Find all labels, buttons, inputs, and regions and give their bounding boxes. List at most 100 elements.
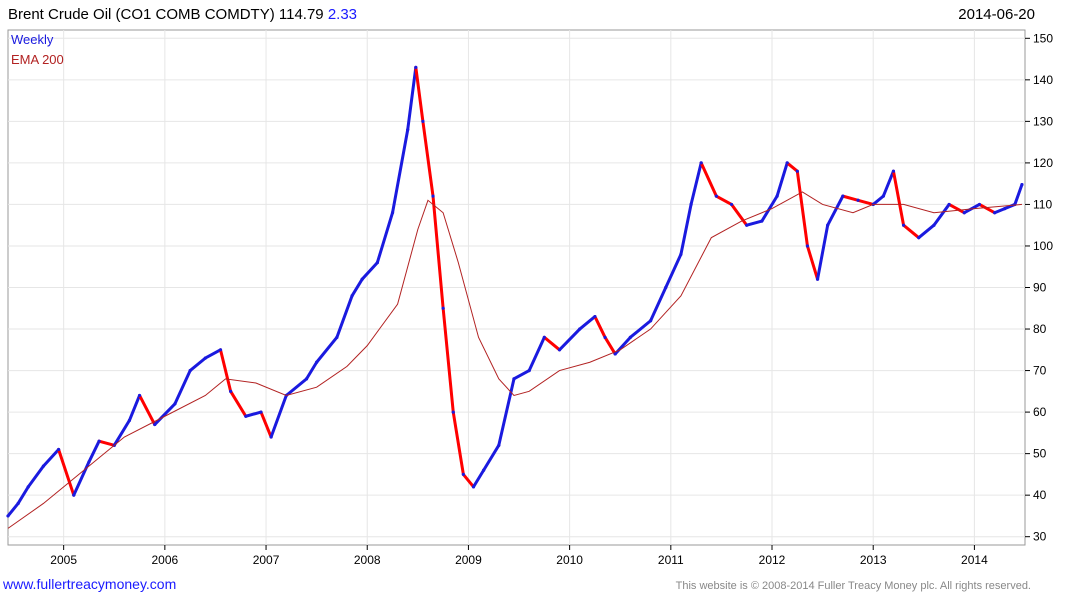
price-point xyxy=(335,335,339,339)
price-point xyxy=(350,294,354,298)
price-point xyxy=(841,194,845,198)
price-point xyxy=(689,202,693,207)
price-segment xyxy=(87,439,101,464)
price-segment xyxy=(350,277,364,298)
price-point xyxy=(315,360,319,364)
price-segment xyxy=(41,447,61,468)
price-point xyxy=(137,393,142,398)
price-segment xyxy=(527,335,546,373)
price-change: 2.33 xyxy=(327,6,358,23)
y-tick-label: 80 xyxy=(1033,322,1047,336)
site-link[interactable]: www.fullertreacymoney.com xyxy=(3,576,177,592)
price-segment xyxy=(431,194,445,310)
y-tick-label: 60 xyxy=(1033,405,1047,419)
price-segment xyxy=(461,472,475,489)
price-point xyxy=(891,169,896,173)
price-segment xyxy=(542,335,562,352)
price-point xyxy=(441,306,445,310)
price-point xyxy=(932,223,936,227)
price-point xyxy=(203,356,207,360)
price-point xyxy=(745,223,749,227)
price-segment xyxy=(482,443,501,472)
price-point xyxy=(993,211,997,215)
price-point xyxy=(785,161,789,165)
price-point xyxy=(578,327,582,331)
price-point xyxy=(729,202,734,207)
price-point xyxy=(414,65,418,69)
price-segment xyxy=(6,501,20,518)
price-point xyxy=(542,335,546,339)
price-segment xyxy=(745,219,764,227)
y-tick-label: 140 xyxy=(1033,73,1053,87)
price-point xyxy=(244,414,248,418)
price-segment xyxy=(826,194,845,227)
price-point xyxy=(805,244,810,248)
price-segment xyxy=(72,460,91,497)
price-segment xyxy=(649,286,668,323)
price-segment xyxy=(593,315,607,339)
price-segment xyxy=(578,315,597,331)
price-point xyxy=(497,443,501,447)
y-tick-label: 50 xyxy=(1033,447,1047,461)
price-segment xyxy=(679,202,693,256)
price-segment xyxy=(173,369,192,406)
x-tick-label: 2007 xyxy=(253,553,280,567)
price-point xyxy=(304,377,309,381)
price-point xyxy=(451,410,455,414)
price-point xyxy=(97,439,101,443)
x-tick-label: 2005 xyxy=(50,553,77,567)
price-point xyxy=(527,368,531,373)
price-segment xyxy=(138,393,157,427)
price-segment xyxy=(26,464,45,489)
price-point xyxy=(679,252,683,256)
price-point xyxy=(826,223,830,227)
copyright-notice: This website is © 2008-2014 Fuller Treac… xyxy=(675,580,1031,592)
price-point xyxy=(856,198,860,202)
price-point xyxy=(795,169,799,173)
price-point xyxy=(714,194,718,198)
price-point xyxy=(72,493,76,497)
y-tick-label: 130 xyxy=(1033,114,1053,128)
price-segment xyxy=(947,202,966,215)
price-segment xyxy=(315,335,339,364)
price-segment xyxy=(891,169,906,227)
price-point xyxy=(269,435,273,439)
price-segment xyxy=(689,161,703,206)
price-point xyxy=(901,223,906,227)
price-point xyxy=(259,410,263,414)
price-point xyxy=(947,202,951,207)
legend-ema: EMA 200 xyxy=(11,52,64,67)
price-segment xyxy=(360,261,379,281)
price-point xyxy=(360,277,364,281)
y-tick-label: 30 xyxy=(1033,530,1047,544)
price-point xyxy=(229,389,233,393)
price-segment xyxy=(785,161,799,173)
price-segment xyxy=(881,169,895,198)
price-point xyxy=(1020,182,1024,187)
price-point xyxy=(593,314,597,319)
price-segment xyxy=(871,194,885,206)
price-segment xyxy=(795,169,809,248)
price-segment xyxy=(1013,183,1024,206)
price-point xyxy=(471,485,476,489)
price-segment xyxy=(993,207,1007,215)
price-segment xyxy=(775,161,789,198)
price-segment xyxy=(628,319,653,339)
price-point xyxy=(153,422,157,427)
price-segment xyxy=(269,393,288,439)
price-segment xyxy=(112,418,131,447)
price-segment xyxy=(917,223,936,240)
price-segment xyxy=(188,356,207,373)
price-segment xyxy=(57,447,76,497)
price-point xyxy=(188,368,192,373)
price-segment xyxy=(760,194,779,223)
price-segment xyxy=(471,468,486,489)
price-segment xyxy=(153,402,177,427)
price-point xyxy=(557,348,562,352)
y-tick-label: 70 xyxy=(1033,364,1047,378)
title-text: Brent Crude Oil (CO1 COMB COMDTY) 114.79 xyxy=(8,6,324,23)
price-segment xyxy=(441,306,455,414)
price-point xyxy=(421,119,425,123)
y-tick-label: 90 xyxy=(1033,281,1047,295)
